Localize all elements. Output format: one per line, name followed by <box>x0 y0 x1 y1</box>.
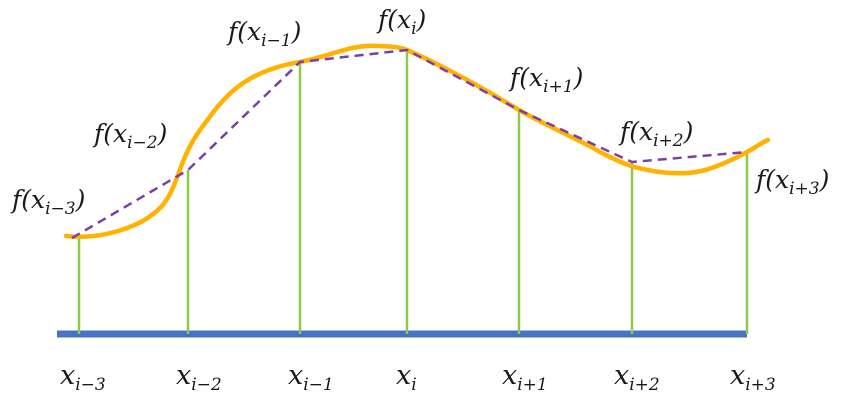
x-label-i-2: xi−2 <box>176 360 222 395</box>
x-label-i: xi <box>396 360 417 395</box>
chord-polyline <box>71 48 748 240</box>
f-label-i+3: f(xi+3) <box>754 165 829 199</box>
f-label-i+2: f(xi+2) <box>618 117 693 151</box>
f-label-i: f(xi) <box>376 5 426 39</box>
x-label-i+3: xi+3 <box>730 360 776 395</box>
axis-labels: xi−3 xi−2 xi−1 xi xi+1 xi+2 xi+3 <box>60 360 776 395</box>
x-label-i-3: xi−3 <box>60 360 106 395</box>
f-label-i-2: f(xi−2) <box>92 119 167 153</box>
f-label-i+1: f(xi+1) <box>508 63 583 97</box>
f-label-i-3: f(xi−3) <box>10 185 85 219</box>
x-label-i-1: xi−1 <box>288 360 334 395</box>
x-label-i+1: xi+1 <box>502 360 548 395</box>
x-label-i+2: xi+2 <box>614 360 660 395</box>
stems <box>77 50 749 334</box>
function-labels: f(xi−3) f(xi−2) f(xi−1) f(xi) f(xi+1) f(… <box>10 5 829 219</box>
f-label-i-1: f(xi−1) <box>226 17 301 51</box>
